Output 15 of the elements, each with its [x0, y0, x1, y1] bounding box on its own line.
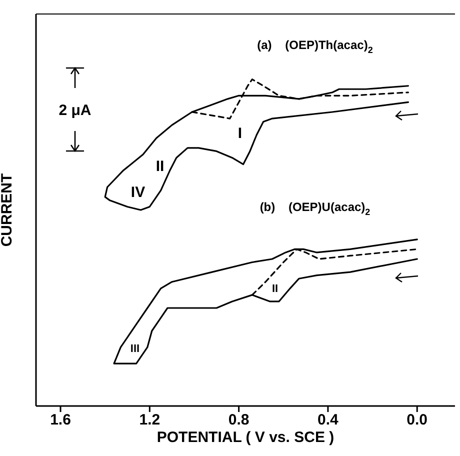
annotation: II: [272, 283, 278, 295]
annotation: 2 μA: [58, 102, 92, 118]
x-tick-label: 1.2: [139, 412, 160, 429]
text: (a) (OEP)Th(acac)$_{2}$: [257, 38, 373, 55]
x-tick-label: 0.8: [228, 412, 250, 429]
x-tick-label: 1.6: [50, 412, 71, 429]
annotation: (b) (OEP)U(acac)$_{2}$: [260, 200, 370, 217]
x-axis-title: POTENTIAL ( V vs. SCE ): [156, 429, 334, 446]
annotation: III: [130, 343, 140, 355]
x-tick-label: 0.0: [406, 412, 428, 429]
annotation: I: [238, 124, 242, 142]
annotation: II: [156, 158, 164, 174]
y-axis-title: CURRENT: [0, 173, 16, 247]
annotation: IV: [130, 184, 146, 200]
x-tick-label: 0.4: [318, 412, 340, 429]
